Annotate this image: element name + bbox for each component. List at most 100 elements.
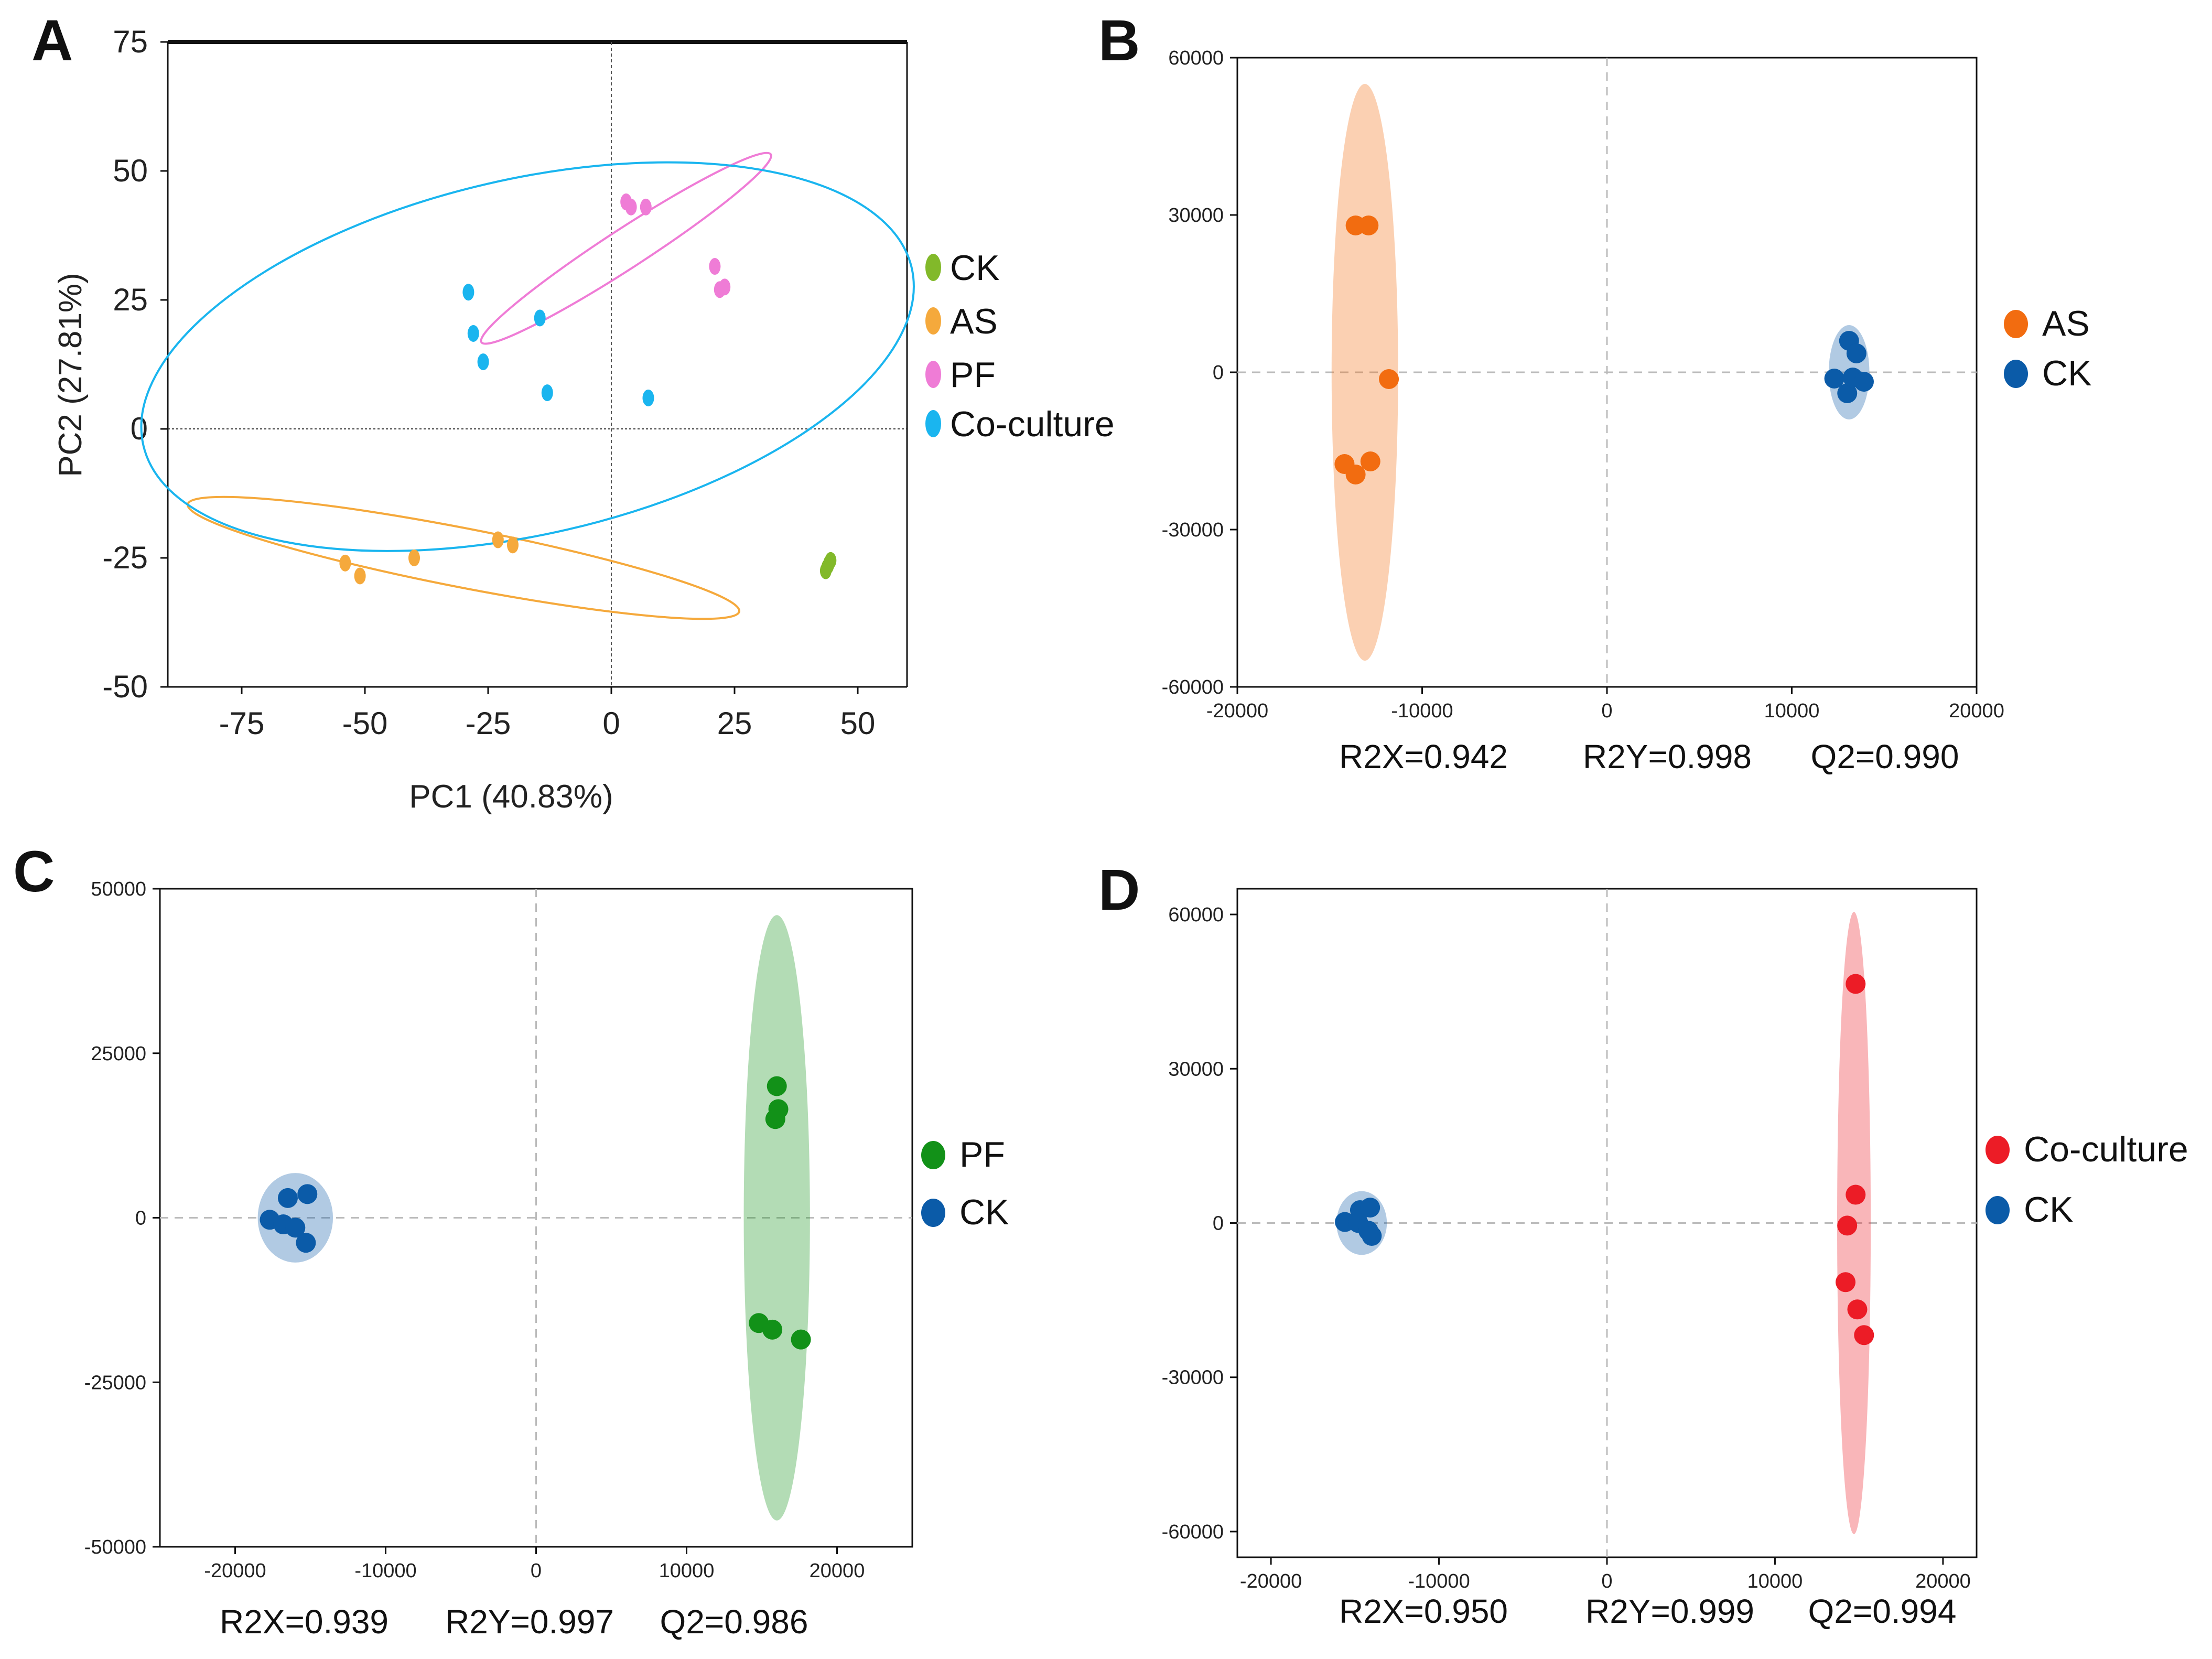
y-tick-label: -25000 [84, 1372, 146, 1394]
data-point-ck [1360, 1198, 1380, 1218]
metric-q2: Q2=0.986 [660, 1603, 808, 1641]
x-tick-label: 0 [531, 1560, 542, 1582]
x-tick-label: -20000 [1206, 700, 1268, 722]
x-tick-label: -20000 [204, 1560, 266, 1582]
legend-label: CK [2042, 353, 2091, 393]
y-tick-label: -25 [102, 540, 148, 575]
data-point-pf [765, 1109, 785, 1129]
legend-marker-pf [921, 1141, 945, 1169]
data-point-as [1345, 465, 1366, 484]
data-point-as [492, 531, 504, 548]
panel-letter: D [1098, 858, 1140, 922]
confidence-ellipse-pf [480, 152, 772, 345]
data-point-co-culture [1847, 1299, 1868, 1320]
panel-letter: B [1098, 8, 1140, 73]
legend-marker-as [2004, 310, 2028, 338]
x-tick-label: 20000 [1915, 1570, 1971, 1592]
metric-r2y: R2Y=0.998 [1583, 738, 1752, 775]
data-point-pf [714, 281, 726, 298]
data-point-co-culture [1836, 1272, 1856, 1292]
data-point-co-culture [467, 325, 479, 342]
x-tick-label: -25 [466, 706, 511, 741]
data-point-as [354, 567, 366, 585]
x-tick-label: -10000 [1408, 1570, 1470, 1592]
data-point-pf [625, 198, 637, 216]
data-point-as [507, 536, 519, 554]
data-point-as [408, 550, 420, 566]
x-tick-label: -50 [342, 706, 388, 741]
x-tick-label: 0 [1601, 1570, 1612, 1592]
confidence-ellipse-as [186, 495, 741, 620]
data-point-co-culture [541, 384, 553, 402]
y-tick-label: 60000 [1168, 47, 1224, 69]
x-axis-label: PC1 (40.83%) [409, 779, 613, 815]
y-tick-label: -50000 [84, 1536, 146, 1558]
x-tick-label: -75 [219, 706, 265, 741]
data-point-co-culture [462, 284, 474, 301]
data-point-pf [767, 1076, 787, 1096]
data-point-as [1360, 451, 1380, 471]
panel-a: A -75 -50 -25 0 25 50 75 50 25 0 -25 -50 PC1 (40.83%)… [31, 8, 1115, 815]
x-tick-label: 50 [840, 706, 876, 741]
y-tick-label: -30000 [1162, 519, 1224, 541]
metric-r2y: R2Y=0.997 [445, 1603, 614, 1641]
data-point-co-culture [1854, 1325, 1874, 1345]
legend-label: AS [2042, 304, 2090, 343]
y-tick-label: -60000 [1162, 676, 1224, 698]
y-axis-label: PC2 (27.81%) [52, 273, 89, 477]
legend-label: CK [2024, 1190, 2073, 1230]
data-point-co-culture [642, 389, 654, 406]
y-tick-label: 30000 [1168, 204, 1224, 227]
data-point-ck [1853, 372, 1874, 392]
data-point-pf [762, 1319, 783, 1340]
y-tick-label: 0 [1213, 1213, 1224, 1235]
y-tick-label: 75 [113, 24, 148, 59]
x-tick-label: 25 [717, 706, 752, 741]
metric-q2: Q2=0.990 [1811, 738, 1959, 775]
legend-marker-ck [921, 1199, 945, 1227]
legend-marker-ck [925, 254, 941, 281]
data-point-as [1379, 369, 1399, 389]
legend-marker-co-culture [1986, 1136, 2010, 1164]
y-tick-label: 60000 [1168, 904, 1224, 926]
panel-letter: A [31, 8, 73, 73]
y-tick-label: 25 [113, 282, 148, 317]
metric-r2y: R2Y=0.999 [1585, 1592, 1754, 1630]
legend-label: PF [950, 355, 996, 395]
legend-label: AS [950, 301, 998, 341]
data-point-co-culture [477, 353, 489, 371]
panel-c: C -20000 -10000 0 10000 20000 50000 25000 0 -2500… [13, 839, 1009, 1641]
y-tick-label: 0 [135, 1208, 146, 1230]
y-tick-label: 25000 [91, 1043, 146, 1065]
legend-marker-as [925, 307, 941, 335]
x-tick-label: -10000 [1391, 700, 1453, 722]
data-point-ck [1824, 369, 1844, 389]
x-tick-label: 10000 [1764, 700, 1820, 722]
data-point-co-culture [534, 309, 546, 327]
y-tick-label: 0 [131, 411, 148, 446]
y-tick-label: -50 [102, 669, 148, 704]
y-tick-label: 0 [1213, 362, 1224, 384]
y-tick-label: 30000 [1168, 1058, 1224, 1080]
panel-b: B -20000 -10000 0 10000 20000 60000 30000 0 -3000… [1098, 8, 2091, 775]
metric-q2: Q2=0.994 [1808, 1592, 1957, 1630]
data-point-ck [277, 1188, 298, 1208]
legend-label: CK [950, 248, 999, 288]
metric-r2x: R2X=0.942 [1339, 738, 1508, 775]
y-tick-label: -60000 [1162, 1521, 1224, 1543]
data-point-ck [823, 554, 835, 572]
confidence-ellipse-pf [743, 915, 810, 1521]
y-tick-label: 50 [113, 153, 148, 188]
x-tick-label: 0 [602, 706, 620, 741]
legend-marker-pf [925, 361, 941, 388]
data-point-pf [709, 258, 721, 275]
data-point-as [339, 554, 351, 572]
y-tick-label: 50000 [91, 878, 146, 900]
data-point-as [1358, 216, 1379, 235]
panel-letter: C [13, 839, 55, 904]
data-point-ck [1846, 343, 1866, 363]
data-point-co-culture [1837, 1215, 1858, 1236]
data-point-ck [1837, 383, 1858, 403]
data-point-pf [640, 198, 652, 216]
